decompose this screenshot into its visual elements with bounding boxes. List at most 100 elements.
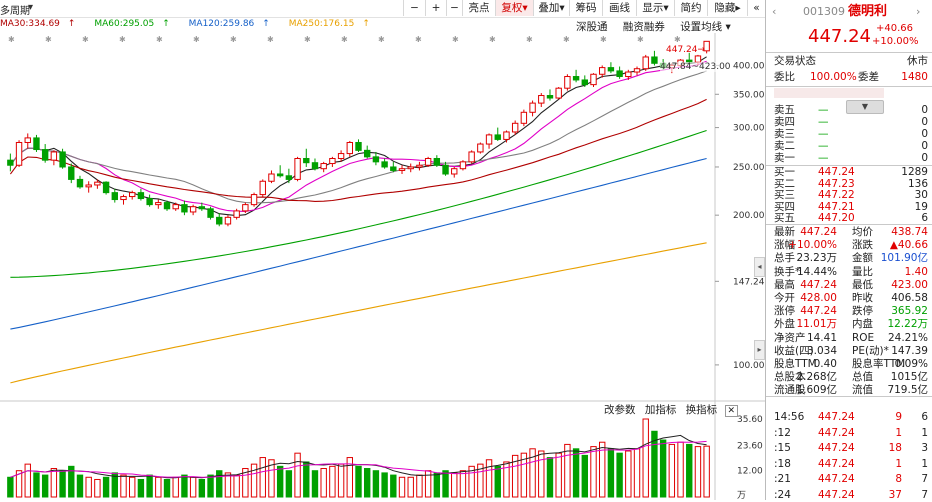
stock-code: 001309 [803,5,845,18]
event-marker-icon: ✱ [674,35,681,44]
sell-level-price[interactable]: — [818,140,829,152]
overlay-button[interactable]: 叠加▾ [533,0,569,16]
more-button[interactable]: « [747,0,765,16]
sell-level-row: 卖一 — 0 [766,152,932,165]
sell-level-price[interactable]: — [818,152,829,164]
volume-bar [668,443,676,498]
tick-volume: 9 [895,411,902,423]
ma60-label: MA60:295.05 ↑ [94,19,177,29]
weibi-row: 委比 100.00% 委差 1480 [766,71,932,84]
kline-chart[interactable]: ✱ ✱ ✱ ✱ ✱ ✱ ✱ ✱ ✱ ✱ ✱ ✱ ✱ ✱ ✱ ✱ ✱ ✱ ✱ 400.00 350.00 300.00 25… [0,33,765,500]
stat-label: 内盘 [852,318,873,331]
stat-value: 447.24 [800,278,837,291]
ma-settings-link[interactable]: 设置均线 [680,21,723,33]
stat-label: 换手* [774,265,801,278]
weibi-value: 100.00% [810,71,857,83]
candle-body [651,56,658,64]
sell-level-volume: 0 [921,128,928,140]
candle-body [590,73,597,86]
period-selector[interactable]: 多周期 [0,6,30,17]
candle-body [294,157,301,180]
buy-level-price[interactable]: 447.20 [818,212,855,224]
collapse-left-handle[interactable]: ◂ [754,257,765,277]
buy-level-price[interactable]: 447.21 [818,200,855,213]
ma250-line [10,242,707,384]
tick-price: 447.24 [818,488,855,501]
sell-level-volume: 0 [921,104,928,116]
volume-bar [381,472,388,498]
collapse-right-handle[interactable]: ▸ [754,340,765,360]
draw-line-button[interactable]: 画线 [602,0,636,16]
candle-body [33,137,40,151]
ma10-line [9,60,707,212]
simple-button[interactable]: 简约 [674,0,707,16]
candle-body [520,111,528,124]
trade-status-value: 休市 [907,55,928,67]
minus-button[interactable]: − [403,0,425,16]
orderbook-collapse-icon[interactable]: ▼ [846,100,884,114]
candle-body [442,164,449,175]
sell-level-label: 卖三 [774,128,795,140]
highlight-button[interactable]: 亮点 [462,0,495,16]
candle-body [433,157,441,166]
sell-level-label: 卖二 [774,140,795,152]
period-dropdown-icon[interactable]: ▾ [28,2,34,13]
stat-label: 最新 [774,226,795,238]
candle-body [372,156,380,163]
sell-level-price[interactable]: — [818,104,829,116]
close-indicator-icon[interactable]: ✕ [724,405,739,417]
tick-price: 447.24 [818,473,855,485]
sell-level-price[interactable]: — [818,116,829,128]
overlay-label: 叠加 [538,2,560,14]
forward-icon[interactable]: › [916,5,921,18]
fuquan-button[interactable]: 复权▾ [495,0,533,16]
candle-body [607,67,615,72]
stat-value: 2.268亿 [796,371,837,384]
plus-button[interactable]: + [425,0,446,16]
change-indicator-button[interactable]: 换指标 [685,404,718,416]
tick-price: 447.24 [818,411,855,423]
buy-level-price[interactable]: 447.22 [818,189,855,201]
stat-row: 总股本 2.268亿 总值 1015亿 [766,371,932,384]
buy-level-price[interactable]: 447.23 [818,177,855,190]
volume-bar [137,478,145,498]
buy-level-label: 买五 [774,212,795,224]
candle-body [94,181,101,186]
weicha-label: 委差 [858,71,879,83]
display-button[interactable]: 显示▾ [636,0,674,16]
volume-bar [433,472,441,498]
hk-connect-link[interactable]: 深股通 [576,21,608,33]
stat-label: 股息TTM [774,358,817,370]
volume-bar [102,476,110,498]
candle-body [511,122,519,133]
volume-bar [294,452,301,498]
margin-trading-link[interactable]: 融资融券 [622,21,665,33]
high-annotation: 447.24→ [666,45,706,55]
hide-button[interactable]: 隐藏▸ [707,0,747,16]
ma30-line [9,98,707,202]
chips-button[interactable]: 筹码 [569,0,602,16]
price-tick-label: 200.00 [733,211,765,221]
candle-body [355,141,362,151]
add-indicator-button[interactable]: 加指标 [644,404,677,416]
volume-bar [250,463,258,498]
pan-left-button[interactable]: − [446,0,462,16]
candle-body [111,192,118,201]
edit-params-button[interactable]: 改参数 [604,404,636,416]
indicator-bar: 改参数 加指标 换指标 ✕ [604,402,739,417]
back-icon[interactable]: ‹ [772,5,777,18]
sell-level-volume: 0 [921,152,928,164]
buy-level-price[interactable]: 447.24 [818,166,855,178]
volume-bar [163,478,171,498]
stat-value: 14.41 [806,331,837,344]
display-label: 显示 [642,2,664,14]
candle-body [477,143,484,153]
candle-body [207,208,214,218]
candle-body [233,210,240,218]
volume-bar [459,470,467,498]
ma-settings-dropdown-icon[interactable]: ▾ [725,21,731,33]
volume-bar [651,430,658,498]
volume-bar [572,448,580,498]
volume-bar [33,472,40,498]
sell-level-price[interactable]: — [818,128,829,140]
